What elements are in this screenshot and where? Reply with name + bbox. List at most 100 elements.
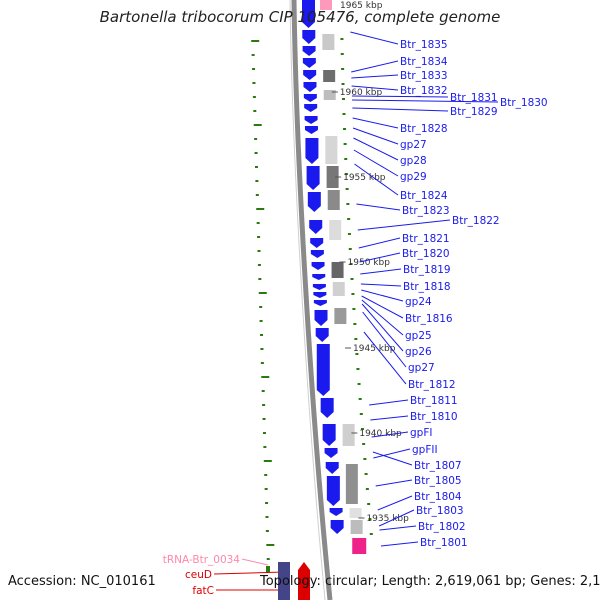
gc-tick <box>251 40 260 42</box>
cds-arrow <box>311 262 325 270</box>
gc-tick <box>347 218 351 220</box>
gene-label[interactable]: Btr_1810 <box>410 411 458 423</box>
gc-tick <box>263 446 267 448</box>
gc-tick <box>363 458 367 460</box>
gc-tick <box>350 278 354 280</box>
gene-label[interactable]: Btr_1820 <box>402 248 450 260</box>
gene-leader-line <box>362 311 407 368</box>
pink-feature-top <box>320 0 332 10</box>
gc-tick <box>368 518 372 520</box>
gc-tick <box>341 98 345 100</box>
gc-tick <box>264 474 268 476</box>
gc-tick <box>343 143 347 145</box>
cds-arrow <box>304 104 318 112</box>
gc-tick <box>258 292 267 294</box>
gene-label[interactable]: gpFI <box>410 427 432 439</box>
cds-arrow <box>304 116 318 124</box>
gc-content-block <box>327 190 340 210</box>
gc-tick <box>259 320 263 322</box>
gc-content-block <box>350 520 363 534</box>
feature-label[interactable]: ceuD <box>185 569 212 581</box>
gc-tick <box>262 404 266 406</box>
gc-content-block <box>329 220 342 240</box>
gene-label[interactable]: gp29 <box>400 171 427 183</box>
cds-arrow <box>303 94 317 102</box>
cds-arrow <box>313 300 327 306</box>
backbone-arc-inner <box>289 0 326 600</box>
cds-arrow <box>310 238 324 248</box>
gene-label[interactable]: Btr_1823 <box>402 205 450 217</box>
gene-label[interactable]: gp25 <box>405 330 432 342</box>
gc-tick <box>257 250 261 252</box>
gene-label[interactable]: gp27 <box>400 139 427 151</box>
gene-label[interactable]: Btr_1821 <box>402 233 450 245</box>
gc-tick <box>260 334 264 336</box>
gene-label[interactable]: Btr_1824 <box>400 190 448 202</box>
feature-label[interactable]: tRNA-Btr_0034 <box>163 554 241 566</box>
gene-leader-line <box>360 283 402 287</box>
gene-leader-line <box>373 448 411 459</box>
gc-content-block <box>331 262 344 278</box>
gc-tick <box>262 432 266 434</box>
gc-tick <box>257 264 261 266</box>
gc-tick <box>351 293 355 295</box>
gene-label[interactable]: Btr_1832 <box>400 85 448 97</box>
gc-content-block <box>325 136 338 164</box>
gene-label[interactable]: Btr_1811 <box>410 395 458 407</box>
gene-leader-line <box>377 495 413 511</box>
gc-tick <box>360 428 364 430</box>
gene-leader-line <box>358 237 401 249</box>
gene-label[interactable]: Btr_1812 <box>408 379 456 391</box>
gene-label[interactable]: Btr_1829 <box>450 106 498 118</box>
gc-tick <box>257 236 261 238</box>
gene-label[interactable]: Btr_1803 <box>416 505 464 517</box>
gene-leader-line <box>361 289 404 302</box>
gc-tick <box>344 173 348 175</box>
feature-label[interactable]: fatC <box>192 585 214 597</box>
gene-label[interactable]: Btr_1828 <box>400 123 448 135</box>
gene-label[interactable]: gp27 <box>408 362 435 374</box>
gc-tick <box>252 96 256 98</box>
gene-label[interactable]: gp24 <box>405 296 432 308</box>
gene-label[interactable]: Btr_1819 <box>403 264 451 276</box>
gene-leader-line <box>356 203 401 211</box>
gene-leader-line <box>380 541 419 547</box>
cds-arrow <box>315 328 329 342</box>
cds-arrow <box>325 462 339 474</box>
gene-label[interactable]: Btr_1816 <box>405 313 453 325</box>
position-label: 1940 kbp <box>359 429 402 439</box>
gc-tick <box>367 503 371 505</box>
gc-tick <box>256 208 265 210</box>
gene-leader-line <box>361 299 404 336</box>
gene-label[interactable]: Btr_1818 <box>403 281 451 293</box>
gene-label[interactable]: Btr_1831 <box>450 92 498 104</box>
position-label-top: 1965 kbp <box>340 1 383 11</box>
gene-label[interactable]: Btr_1822 <box>452 215 500 227</box>
gc-tick <box>261 390 265 392</box>
gene-label[interactable]: Btr_1805 <box>414 475 462 487</box>
gc-tick <box>266 544 275 546</box>
gene-label[interactable]: Btr_1833 <box>400 70 448 82</box>
gene-label[interactable]: gpFII <box>412 444 438 456</box>
gene-label[interactable]: gp26 <box>405 346 432 358</box>
cds-arrow <box>302 46 316 56</box>
gene-label[interactable]: Btr_1804 <box>414 491 462 503</box>
gene-leader-line <box>372 451 413 466</box>
position-label: 1950 kbp <box>348 258 391 268</box>
gc-content-block <box>323 90 336 100</box>
gene-label[interactable]: Btr_1835 <box>400 39 448 51</box>
gene-label[interactable]: Btr_1801 <box>420 537 468 549</box>
gene-label[interactable]: Btr_1807 <box>414 460 462 472</box>
gene-label[interactable]: gp28 <box>400 155 427 167</box>
gc-tick <box>355 353 359 355</box>
gc-content-block <box>334 308 347 324</box>
gene-label[interactable]: Btr_1834 <box>400 56 448 68</box>
cds-arrow <box>302 58 316 68</box>
gc-tick <box>349 263 353 265</box>
gene-label[interactable]: Btr_1802 <box>418 521 466 533</box>
gene-label[interactable]: Btr_1830 <box>500 97 548 109</box>
gene-leader-line <box>363 331 407 385</box>
gc-tick <box>255 180 259 182</box>
position-label: 1960 kbp <box>340 88 383 98</box>
